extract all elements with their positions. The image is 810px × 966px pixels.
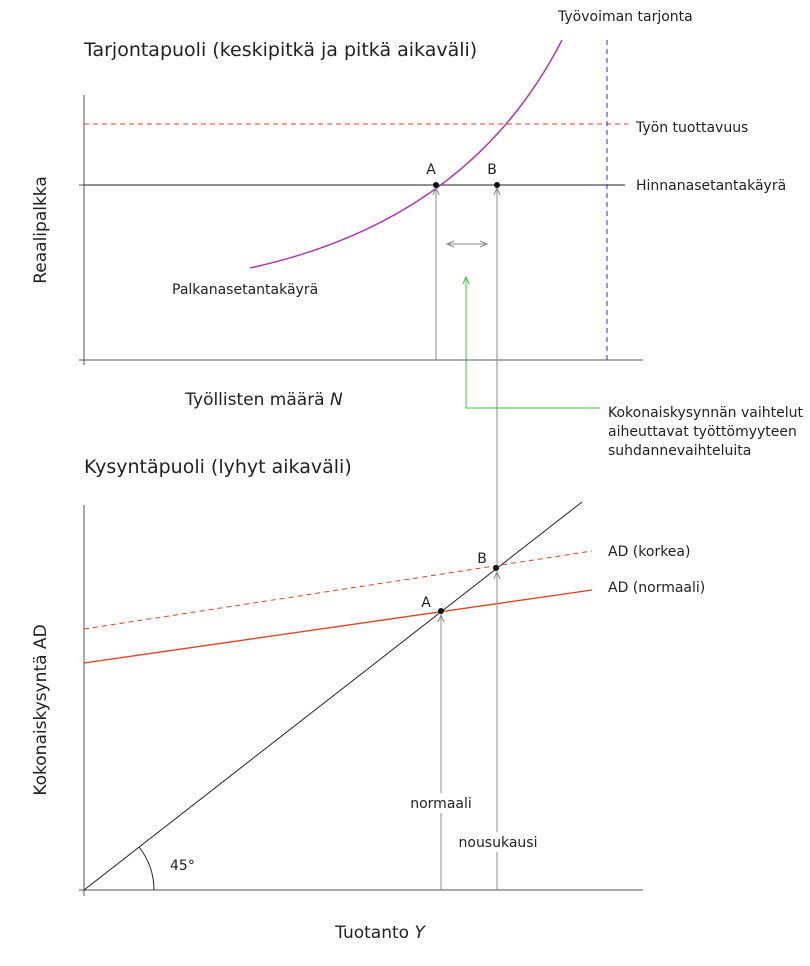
supply-title: Tarjontapuoli (keskipitkä ja pitkä aikav… [83,39,477,61]
label: Työvoiman tarjonta [557,9,693,25]
x-label: Työllisten määrä N [184,390,343,410]
label: nousukausi [459,835,538,851]
point [493,565,499,571]
y-label: Reaalipalkka [31,176,51,284]
label: AD (korkea) [608,544,690,560]
point [494,182,500,188]
label: normaali [410,796,472,812]
label: Työn tuottavuus [635,120,748,136]
point-label: B [487,162,497,178]
label-bg [408,793,474,813]
x-label: Tuotanto Y [334,923,426,943]
x-label-symbol: Y [414,923,426,943]
point-label: A [421,595,431,611]
angle-arc [138,846,155,891]
note: Kokonaiskysynnän vaihtelut aiheuttavat t… [466,277,803,459]
point [438,608,444,614]
point-label: B [477,551,487,567]
angle-label: 45° [170,858,195,874]
demand-panel: Kysyntäpuoli (lyhyt aikaväli) A B AD (ko… [31,360,705,943]
x-label-symbol: N [330,390,343,410]
demand-title: Kysyntäpuoli (lyhyt aikaväli) [84,456,352,478]
ad-normal-line [83,589,593,664]
point-label: A [426,162,436,178]
note-arrow [466,277,600,409]
y-label: Kokonaiskysyntä AD [31,624,51,795]
point [433,182,439,188]
label: AD (normaali) [608,580,705,596]
label: Hinnanasetantakäyrä [636,178,786,194]
x-label-text: Työllisten määrä [184,390,330,410]
wage-setting-curve [249,39,563,269]
note-line: Kokonaiskysynnän vaihtelut [608,405,803,421]
note-line: suhdannevaihteluita [608,443,751,459]
x-label-text: Tuotanto [334,923,414,943]
note-line: aiheuttavat työttömyyteen [608,424,797,440]
label-bg [458,832,538,852]
45-line [83,501,583,891]
supply-panel: Tarjontapuoli (keskipitkä ja pitkä aikav… [31,9,786,410]
label: Palkanasetantakäyrä [172,282,318,298]
ad-high-line [83,550,593,630]
